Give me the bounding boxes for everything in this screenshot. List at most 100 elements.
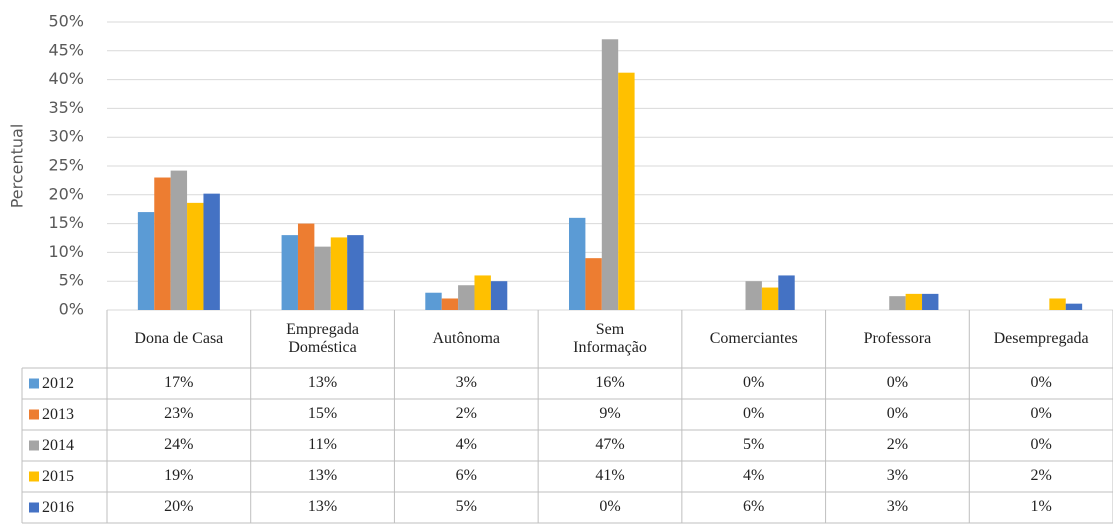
table-cell: 0%: [969, 399, 1113, 430]
cell-text: 4%: [455, 436, 477, 454]
cell-text: Empregada Doméstica: [286, 320, 359, 356]
y-tick-label: 45%: [48, 40, 84, 59]
bar: [601, 39, 619, 310]
table-cell: 41%: [538, 461, 682, 492]
table-cell: 0%: [538, 492, 682, 523]
table-cell: 0%: [826, 368, 970, 399]
cell-text: 13%: [307, 374, 338, 392]
legend-swatch: [29, 440, 39, 451]
y-tick-label: 5%: [59, 271, 84, 290]
bar: [745, 281, 762, 310]
cell-text: 2%: [455, 405, 477, 423]
cell-text: 0%: [743, 374, 765, 392]
cell-text: 0%: [1030, 374, 1052, 392]
bar: [281, 235, 298, 310]
cell-text: 0%: [886, 374, 909, 392]
legend-swatch: [29, 409, 39, 420]
y-tick-label: 30%: [48, 127, 84, 146]
bar: [170, 170, 188, 310]
cell-text: 19%: [164, 467, 194, 485]
cell-text: 23%: [164, 405, 194, 423]
bar: [458, 285, 475, 310]
cell-text: 41%: [595, 467, 625, 485]
cell-text: Professora: [863, 329, 932, 347]
cell-text: Comerciantes: [709, 329, 798, 347]
category-header: Desempregada: [969, 310, 1113, 368]
bar: [922, 293, 939, 310]
legend-label: 2015: [42, 468, 74, 485]
bar: [778, 275, 795, 310]
table-cell: 24%: [107, 430, 251, 461]
cell-text: Autônoma: [432, 329, 501, 347]
cell-text: 4%: [743, 467, 765, 485]
legend-label: 2012: [42, 375, 74, 392]
y-tick-label: 50%: [48, 12, 84, 31]
y-tick-label: 20%: [48, 184, 84, 203]
cell-text: 2%: [1030, 467, 1052, 485]
bar: [314, 246, 331, 310]
table-cell: 2%: [394, 399, 538, 430]
cell-text: Dona de Casa: [134, 329, 224, 347]
table-cell: 0%: [969, 430, 1113, 461]
table-cell: 4%: [394, 430, 538, 461]
cell-text: 20%: [164, 498, 194, 516]
bar: [1065, 303, 1083, 310]
table-cell: 3%: [394, 368, 538, 399]
bar: [297, 223, 315, 310]
legend-label: 2013: [42, 406, 74, 423]
legend-swatch: [29, 378, 39, 389]
bar: [154, 177, 171, 310]
cell-text: 9%: [599, 405, 621, 423]
table-cell: 17%: [107, 368, 251, 399]
y-tick-label: 0%: [59, 300, 84, 319]
cell-text: 0%: [1030, 436, 1052, 454]
bar: [1049, 298, 1066, 310]
cell-text: 13%: [307, 467, 338, 485]
legend-swatch: [29, 502, 39, 513]
bar: [425, 292, 442, 310]
table-cell: 5%: [394, 492, 538, 523]
bar: [761, 287, 779, 310]
legend-label: 2016: [42, 499, 74, 516]
category-header: Professora: [826, 310, 970, 368]
bar: [585, 258, 602, 310]
cell-text: 5%: [743, 436, 765, 454]
y-tick-label: 15%: [48, 213, 84, 232]
table-cell: 16%: [538, 368, 682, 399]
category-header: Comerciantes: [682, 310, 826, 368]
cell-text: 2%: [886, 436, 909, 454]
cell-text: 0%: [599, 498, 621, 516]
cell-text: 0%: [743, 405, 765, 423]
bar: [187, 202, 204, 310]
bar: [330, 237, 348, 310]
y-tick-label: 35%: [48, 98, 84, 117]
cell-text: 15%: [307, 405, 338, 423]
category-header: Autônoma: [394, 310, 538, 368]
bar: [490, 281, 508, 310]
cell-text: 3%: [455, 374, 477, 392]
table-cell: 2%: [969, 461, 1113, 492]
y-axis-title: Percentual: [8, 124, 27, 209]
bar: [347, 235, 364, 310]
cell-text: 47%: [595, 436, 625, 454]
category-header: Empregada Doméstica: [251, 310, 395, 368]
table-cell: 20%: [107, 492, 251, 523]
legend-label: 2014: [42, 437, 74, 454]
cell-text: 11%: [308, 436, 337, 454]
y-tick-label: 40%: [48, 69, 84, 88]
bar: [905, 293, 923, 310]
table-cell: 0%: [682, 368, 826, 399]
table-cell: 3%: [826, 492, 970, 523]
table-cell: 13%: [251, 492, 395, 523]
table-cell: 13%: [251, 368, 395, 399]
bar: [441, 298, 459, 310]
category-header: Sem Informação: [538, 310, 682, 368]
table-cell: 9%: [538, 399, 682, 430]
y-tick-label: 25%: [48, 156, 84, 175]
cell-text: 0%: [1030, 405, 1052, 423]
table-cell: 1%: [969, 492, 1113, 523]
table-cell: 19%: [107, 461, 251, 492]
table-cell: 3%: [826, 461, 970, 492]
